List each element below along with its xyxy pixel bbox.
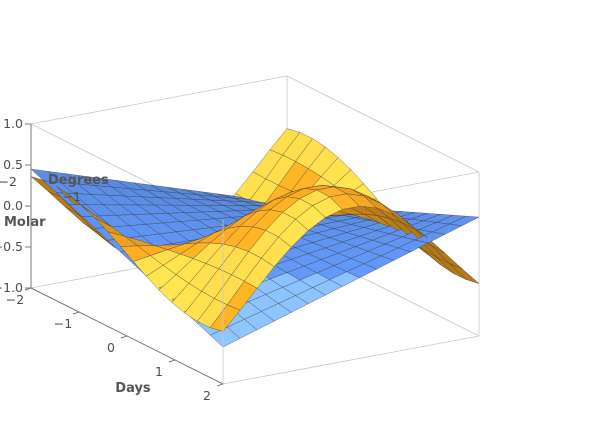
x-tick-label: 2 — [203, 388, 211, 403]
x-tick-label: −1 — [54, 316, 72, 331]
y-tick-label: −2 — [0, 174, 17, 189]
z-axis-title: Molar — [4, 215, 46, 230]
z-tick-label: 0.0 — [3, 198, 23, 213]
x-tick-label: 0 — [107, 340, 115, 355]
z-tick-label: −1.0 — [0, 280, 23, 295]
orange-surface-patch — [209, 304, 241, 332]
y-axis-title: Degrees — [48, 173, 109, 188]
x-tick-mark — [168, 359, 176, 363]
x-tick-mark — [72, 311, 80, 315]
box-edge-back — [30, 75, 288, 125]
surfaces — [30, 128, 480, 348]
x-tick-mark — [120, 335, 128, 339]
box-edge-front — [222, 335, 480, 385]
z-tick-label: 1.0 — [3, 116, 23, 131]
y-tick-label: −1 — [63, 189, 81, 204]
x-tick-label: 1 — [155, 364, 163, 379]
axes: −2 −1 0 1 2 −1.0 −0.5 0.0 0.5 1.0 −2 −1 — [0, 116, 224, 403]
box-edge-back — [286, 75, 480, 173]
x-tick-label: −2 — [6, 292, 24, 307]
z-tick-label: −0.5 — [0, 239, 23, 254]
z-tick-label: 0.5 — [3, 157, 23, 172]
x-tick-mark — [216, 383, 224, 387]
x-axis-title: Days — [115, 381, 151, 396]
